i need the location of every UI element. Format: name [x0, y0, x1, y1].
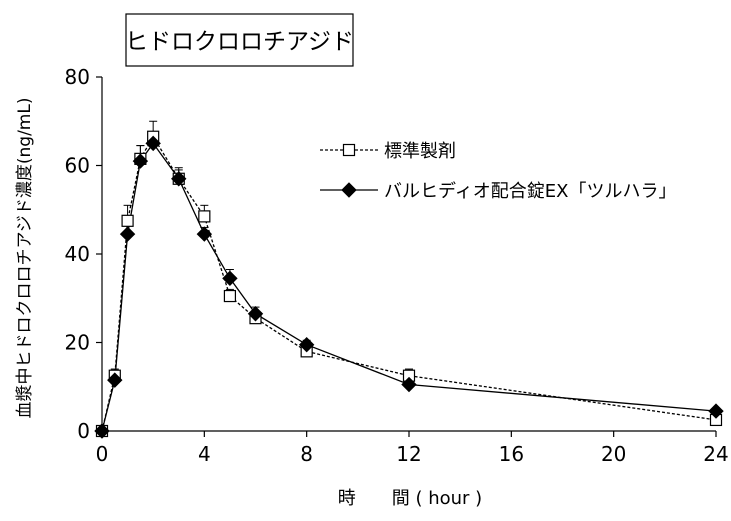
data-point-series-1 — [708, 403, 724, 419]
data-point-series-1 — [171, 171, 187, 187]
data-point-series-1 — [94, 423, 110, 439]
series-line-1 — [101, 142, 717, 432]
legend-label-0: 標準製剤 — [384, 141, 456, 162]
data-point-series-1 — [298, 337, 315, 353]
series-line-0 — [101, 135, 717, 432]
axes: 0 20 40 60 80 0 4 8 12 16 20 24 — [65, 65, 729, 466]
y-axis-label: 血漿中ヒドロクロロチアジド濃度(ng/mL) — [15, 98, 35, 419]
y-tick-label: 80 — [65, 65, 90, 89]
title-box — [125, 13, 354, 67]
data-point-series-0 — [223, 289, 237, 303]
data-point-series-1 — [247, 306, 264, 322]
data-point-series-1 — [119, 226, 136, 242]
error-bars — [110, 120, 720, 420]
x-tick-label: 4 — [198, 442, 211, 466]
data-point-series-0 — [198, 210, 211, 223]
y-tick-label: 40 — [65, 242, 90, 266]
x-tick-label: 8 — [300, 442, 313, 466]
chart-title: ヒドロクロロチアジド — [125, 29, 354, 55]
legend-marker-1 — [341, 182, 357, 198]
x-tick-label: 16 — [499, 442, 524, 466]
data-point-series-1 — [196, 226, 213, 242]
y-tick-label: 0 — [77, 419, 90, 443]
x-tick-label: 20 — [601, 442, 626, 466]
legend-label-1: バルヒディオ配合錠EX「ツルハラ」 — [384, 181, 676, 202]
y-tick-label: 60 — [65, 154, 90, 178]
x-axis-label: 時 間 ( hour ) — [338, 488, 482, 509]
legend-marker-0 — [342, 143, 356, 157]
x-tick-label: 24 — [703, 442, 728, 466]
data-point-series-0 — [121, 214, 134, 227]
x-tick-label: 0 — [96, 442, 109, 466]
series-lines — [101, 135, 717, 432]
data-point-series-1 — [222, 270, 238, 287]
y-tick-label: 20 — [65, 331, 90, 355]
data-point-series-1 — [107, 372, 123, 388]
series-markers — [94, 130, 724, 439]
data-point-series-1 — [401, 376, 417, 393]
data-point-series-1 — [132, 153, 149, 169]
x-tick-label: 12 — [396, 442, 421, 466]
data-point-series-1 — [145, 135, 161, 152]
